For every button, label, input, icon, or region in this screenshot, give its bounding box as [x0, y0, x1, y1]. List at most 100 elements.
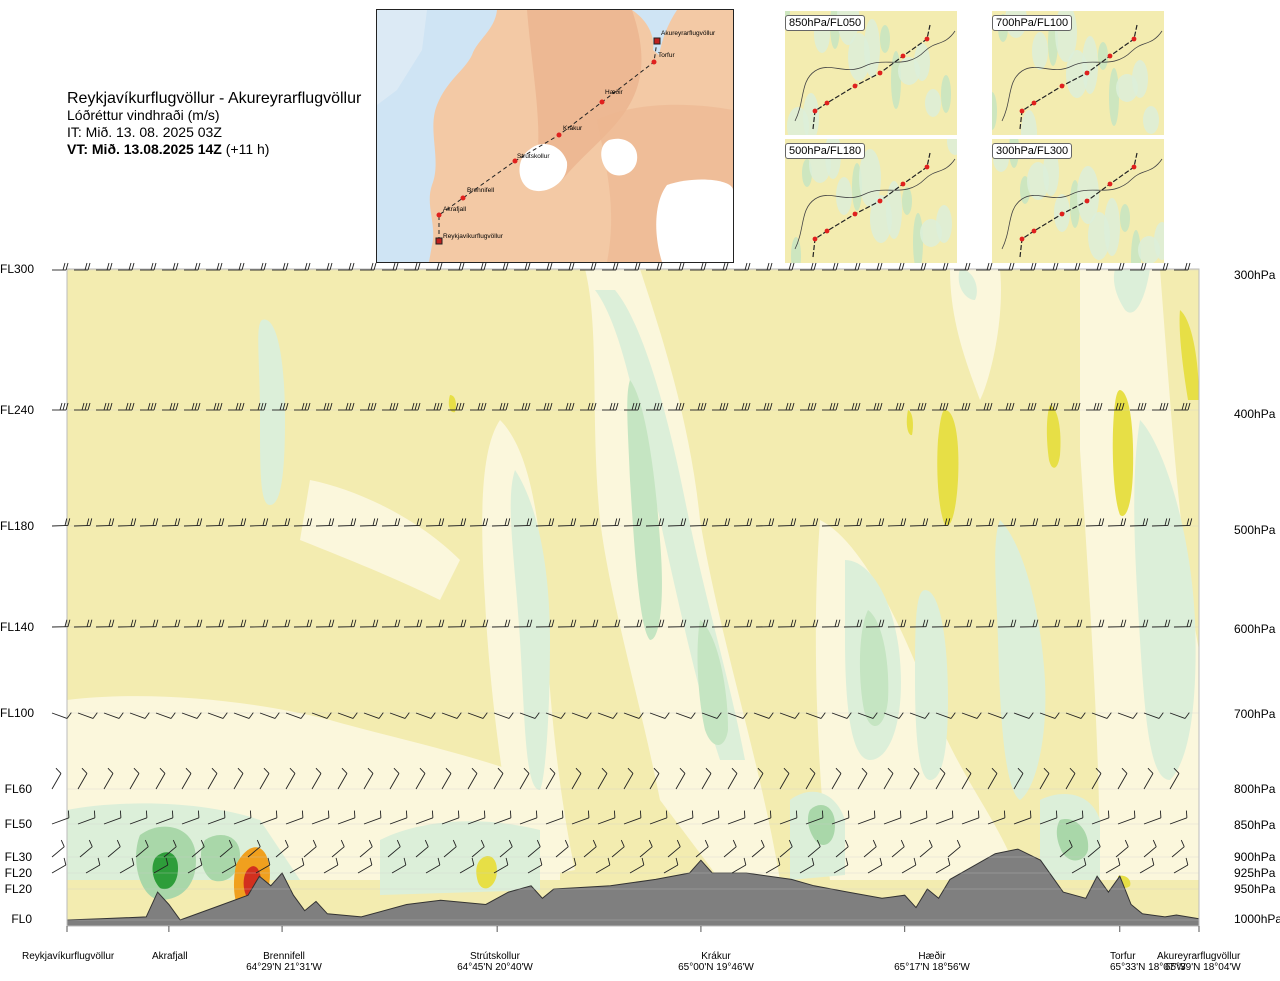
wind-barb: [187, 857, 203, 874]
wind-barb: [1130, 262, 1147, 271]
wind-barb: [1041, 619, 1061, 628]
thumb-coastline: [1001, 30, 1163, 122]
thumb-updraft-blob: [1143, 106, 1159, 134]
wind-barb: [207, 767, 218, 790]
wind-barb: [1020, 262, 1037, 271]
wind-barb: [727, 767, 738, 790]
wind-barb: [491, 518, 511, 527]
wind-barb: [381, 518, 401, 527]
wind-barb: [1117, 712, 1138, 719]
wind-barb: [623, 810, 642, 825]
wind-barb: [1152, 262, 1169, 271]
wind-barb: [779, 839, 793, 858]
wind-barb: [555, 839, 569, 858]
wind-barb: [639, 839, 653, 858]
wind-barb: [426, 262, 443, 271]
thumb-850hpa-map: [785, 11, 957, 135]
wind-barb: [206, 402, 223, 411]
wind-barb: [629, 857, 645, 874]
wind-barb: [1039, 810, 1058, 825]
route-map[interactable]: Akureyrarflugvöllur Torfur Hæðir Krákur …: [376, 9, 734, 263]
wind-barb: [191, 839, 205, 858]
wind-barb: [316, 262, 333, 271]
thumb-850hpa[interactable]: 850hPa/FL050: [785, 11, 957, 135]
wind-barb: [140, 402, 157, 411]
wind-barb: [228, 262, 245, 271]
wind-barb: [800, 402, 817, 411]
wind-barb: [779, 810, 798, 825]
y-label-left: FL140: [0, 620, 35, 634]
wind-barb: [382, 402, 399, 411]
wind-barb: [1174, 262, 1191, 271]
downdraft-orange: [233, 847, 270, 916]
wind-barb: [459, 857, 475, 874]
y-label-left: FL300: [0, 262, 35, 276]
wind-barb: [227, 619, 247, 628]
wind-barb: [272, 402, 289, 411]
downdraft-zone: [448, 395, 456, 413]
pale-band: [482, 420, 575, 880]
downdraft-zone: [1179, 310, 1199, 400]
wind-barb: [359, 619, 379, 628]
wind-barb: [935, 857, 951, 874]
y-label-left: FL30: [4, 850, 32, 864]
thumb-route: [1019, 152, 1138, 258]
wind-barb: [751, 839, 765, 858]
thumb-500hpa[interactable]: 500hPa/FL180: [785, 139, 957, 263]
downdraft-red: [243, 866, 262, 902]
wind-barb: [536, 402, 553, 411]
wind-barb: [205, 518, 225, 527]
wind-barb: [649, 712, 670, 719]
wind-barb: [623, 767, 634, 790]
map-label-haedir: Hæðir: [605, 88, 624, 96]
y-label-left: FL240: [0, 403, 35, 417]
updraft-moderate: [807, 805, 835, 845]
wind-barb: [162, 262, 179, 271]
wind-barb: [316, 402, 333, 411]
downdraft-zone: [476, 856, 497, 889]
wind-barb: [901, 857, 917, 874]
x-location-coord: 65°39'N 18°04'W: [1165, 962, 1241, 973]
wind-barb: [701, 810, 720, 825]
wind-barb: [499, 839, 513, 858]
thumb-updraft-blob: [914, 43, 930, 81]
thumb-700hpa[interactable]: 700hPa/FL100: [992, 11, 1164, 135]
pale-band: [67, 696, 560, 880]
wind-barb: [1085, 619, 1105, 628]
thumb-waypoint: [812, 236, 818, 242]
wind-barb: [711, 518, 731, 527]
updraft-zone: [915, 590, 948, 780]
updraft-zone: [380, 821, 540, 895]
wind-barb: [1013, 712, 1034, 719]
wind-barb: [250, 262, 267, 271]
wind-barb: [909, 619, 929, 628]
downdraft-zone: [1112, 390, 1134, 516]
wind-barb: [467, 810, 486, 825]
route-lines: [66, 926, 1200, 932]
wind-barb: [623, 712, 644, 719]
thumb-updraft-blob: [859, 149, 881, 207]
wind-barb: [469, 619, 489, 628]
pale-band: [815, 520, 1020, 880]
wind-barb: [389, 767, 400, 790]
vertical-velocity-field: [67, 269, 1199, 926]
x-location-coord: 65°17'N 18°56'W: [894, 962, 970, 973]
pale-band: [585, 269, 780, 880]
wind-barb: [646, 402, 663, 411]
wind-barb: [891, 839, 905, 858]
updraft-zone: [1134, 420, 1196, 780]
wind-barb: [323, 857, 339, 874]
wind-barb: [51, 619, 71, 628]
wind-barb: [51, 857, 67, 874]
wind-barb: [1173, 619, 1193, 628]
thumb-300hpa[interactable]: 300hPa/FL300: [992, 139, 1164, 263]
wind-barb: [668, 402, 685, 411]
x-location-label: Krákur 65°00'N 19°46'W: [668, 951, 764, 973]
wind-barb: [285, 810, 304, 825]
wind-barb: [844, 262, 861, 271]
wind-barb: [910, 402, 927, 411]
wind-barb: [85, 857, 101, 874]
x-location-name: Brennifell: [263, 951, 305, 962]
map-label-krakur: Krákur: [563, 125, 583, 132]
wind-barb: [601, 518, 621, 527]
